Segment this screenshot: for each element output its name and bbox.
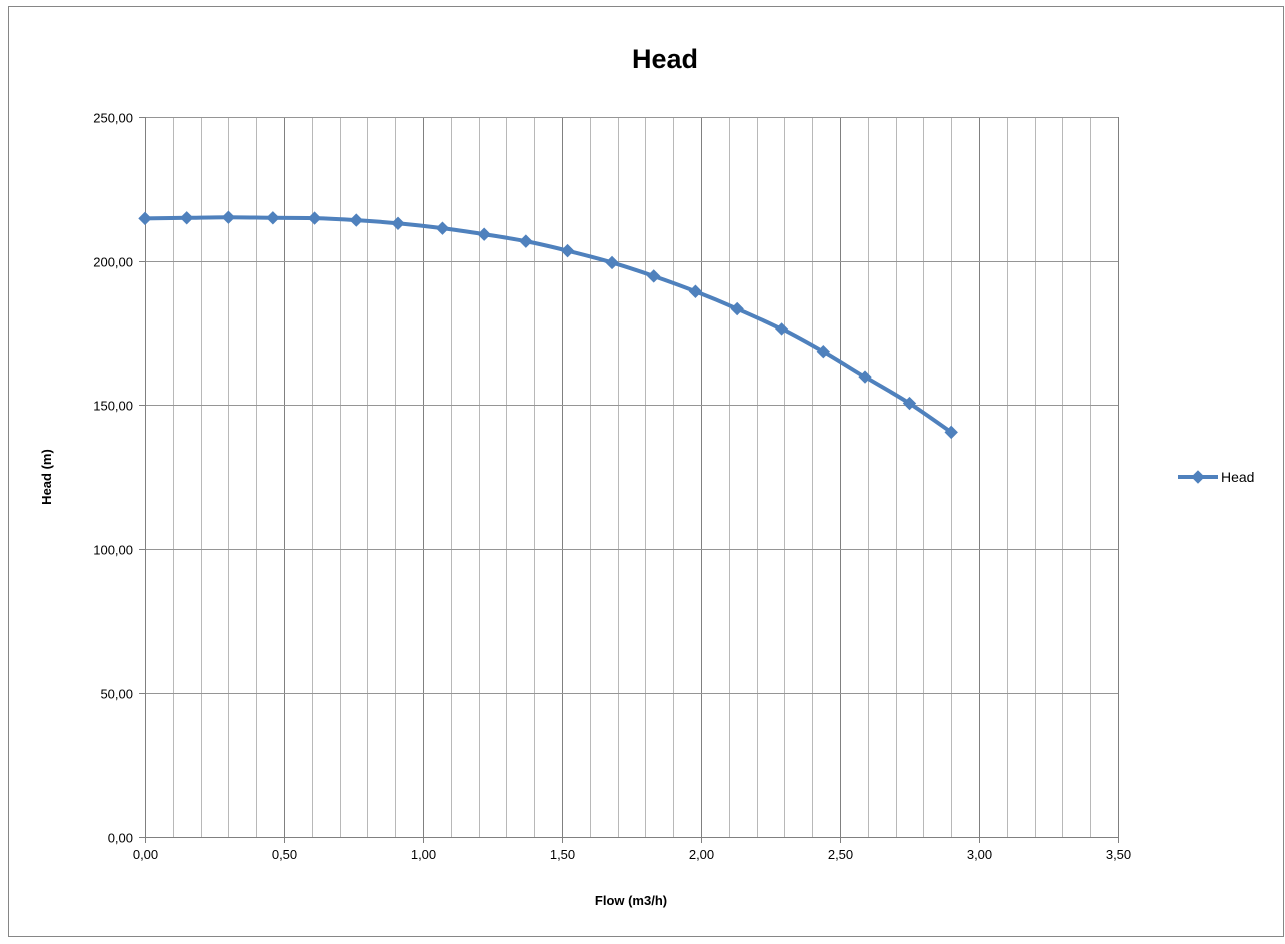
legend-label-head: Head	[1221, 469, 1254, 485]
data-point	[944, 425, 958, 440]
x-tick-label: 0,50	[272, 847, 297, 862]
data-point	[477, 227, 491, 241]
data-point	[774, 322, 789, 336]
legend: Head	[1178, 469, 1254, 485]
y-tick-label: 150,00	[93, 399, 133, 414]
y-tick-label: 0,00	[108, 831, 133, 846]
x-tick-label: 3,50	[1106, 847, 1131, 862]
data-point	[688, 284, 703, 298]
y-tick-label: 250,00	[93, 111, 133, 126]
data-point	[435, 221, 450, 235]
data-point	[266, 211, 280, 225]
chart-title: Head	[632, 44, 698, 74]
y-tick-label: 200,00	[93, 255, 133, 270]
x-tick-labels: 0,00 0,50 1,00 1,50 2,00 2,50 3,00 3,50	[133, 837, 1131, 862]
data-point	[349, 213, 363, 227]
x-tick-label: 0,00	[133, 847, 158, 862]
y-tick-label: 100,00	[93, 543, 133, 558]
data-point	[730, 301, 744, 316]
data-point	[391, 216, 405, 230]
x-tick-label: 1,00	[411, 847, 436, 862]
series-group	[138, 210, 958, 440]
y-tick-label: 50,00	[100, 687, 133, 702]
data-point	[647, 269, 661, 283]
data-point	[605, 255, 619, 270]
x-tick-label: 1,50	[550, 847, 575, 862]
data-point	[560, 243, 575, 258]
data-point	[307, 211, 322, 225]
y-tick-labels: 0,00 50,00 100,00 150,00 200,00 250,00	[93, 111, 145, 846]
major-gridlines	[145, 117, 1119, 837]
minor-gridlines	[173, 117, 1091, 837]
data-point	[221, 210, 236, 224]
data-point	[138, 211, 152, 226]
data-point	[858, 370, 872, 384]
x-tick-label: 3,00	[967, 847, 992, 862]
x-axis-title: Flow (m3/h)	[595, 893, 667, 908]
data-point	[816, 345, 831, 359]
x-tick-label: 2,50	[828, 847, 853, 862]
data-point	[519, 234, 533, 248]
data-point	[902, 396, 917, 411]
axes	[145, 117, 1119, 838]
y-axis-title: Head (m)	[39, 449, 54, 505]
x-tick-label: 2,00	[689, 847, 714, 862]
legend-marker	[1191, 470, 1205, 484]
data-point	[179, 211, 194, 225]
